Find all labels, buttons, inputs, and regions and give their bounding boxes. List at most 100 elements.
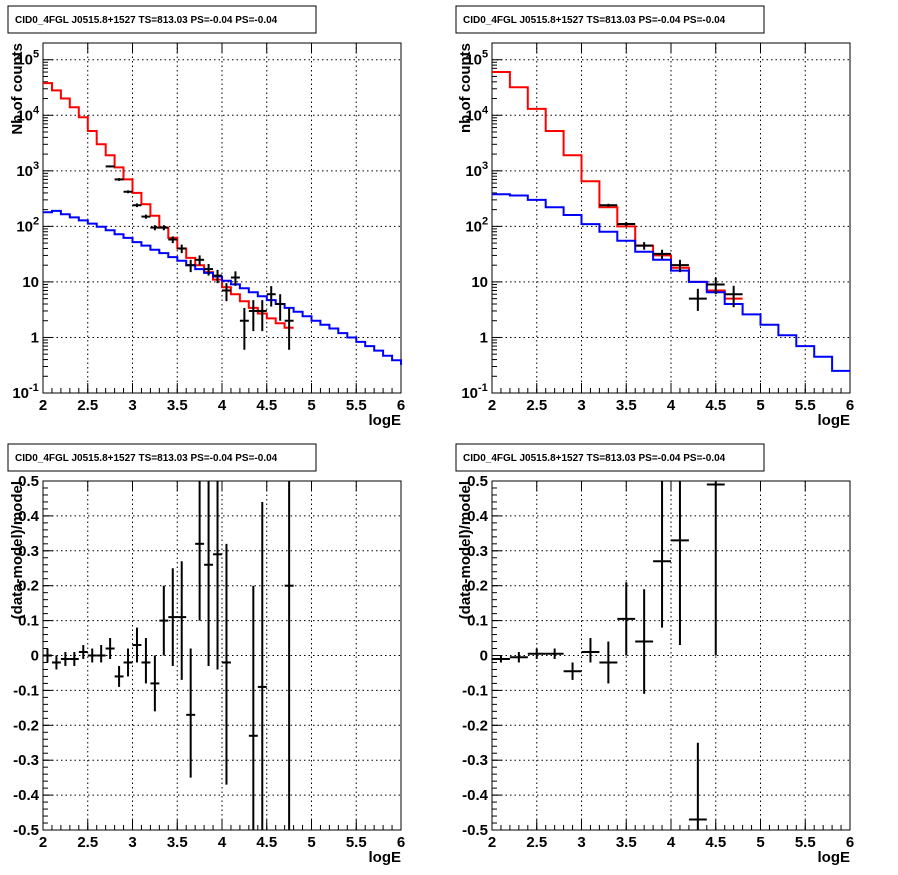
series-line-0 bbox=[43, 82, 294, 329]
x-tick-label: 2.5 bbox=[77, 397, 98, 414]
data-point bbox=[150, 225, 160, 231]
x-tick-label: 3.5 bbox=[616, 834, 637, 851]
data-point bbox=[706, 277, 725, 295]
y-tick-base: 10 bbox=[16, 107, 33, 124]
y-tick-exponent: 5 bbox=[33, 49, 39, 61]
y-tick-label: 103 bbox=[465, 160, 488, 180]
y-tick-label: 104 bbox=[16, 104, 40, 124]
data-point bbox=[177, 244, 187, 254]
title-box: CID0_4FGL J0515.8+1527 TS=813.03 PS=-0.0… bbox=[7, 443, 317, 472]
data-point bbox=[195, 481, 205, 621]
y-tick-exponent: -1 bbox=[29, 382, 39, 394]
y-tick-exponent: 3 bbox=[482, 160, 488, 172]
x-tick-label: 5.5 bbox=[795, 834, 816, 851]
y-tick-base: 10 bbox=[22, 274, 39, 291]
data-point bbox=[150, 655, 160, 712]
y-tick-label: 0.4 bbox=[18, 508, 40, 525]
data-point bbox=[688, 288, 707, 311]
x-tick-label: 4.5 bbox=[256, 397, 277, 414]
top-right-counts-panel: CID0_4FGL J0515.8+1527 TS=813.03 PS=-0.0… bbox=[455, 5, 854, 429]
x-tick-label: 5.5 bbox=[795, 397, 816, 414]
data-point bbox=[60, 652, 70, 666]
y-tick-label: 0.2 bbox=[18, 578, 39, 595]
data-point bbox=[545, 648, 564, 659]
data-point bbox=[186, 259, 196, 273]
x-tick-label: 2 bbox=[488, 834, 496, 851]
y-tick-label: 103 bbox=[16, 160, 39, 180]
data-point bbox=[266, 286, 276, 307]
data-point bbox=[78, 645, 88, 659]
x-tick-label: 2.5 bbox=[526, 397, 547, 414]
data-point bbox=[671, 481, 689, 646]
y-tick-label: 0.3 bbox=[18, 543, 39, 560]
bottom-left-residual-panel: CID0_4FGL J0515.8+1527 TS=813.03 PS=-0.0… bbox=[7, 443, 405, 866]
y-axis-title: (data-model)/model bbox=[457, 481, 474, 619]
data-point bbox=[159, 585, 169, 656]
data-point bbox=[492, 655, 510, 663]
y-tick-label: 104 bbox=[465, 104, 489, 124]
data-point bbox=[724, 285, 743, 308]
y-tick-label: 0 bbox=[31, 648, 39, 665]
data-point bbox=[141, 214, 151, 219]
data-point bbox=[581, 638, 600, 663]
x-tick-label: 3 bbox=[577, 397, 585, 414]
x-tick-label: 6 bbox=[397, 397, 405, 414]
y-tick-label: -0.1 bbox=[462, 682, 488, 699]
x-tick-label: 3 bbox=[577, 834, 585, 851]
x-tick-label: 5 bbox=[756, 397, 764, 414]
y-tick-base: 10 bbox=[12, 385, 29, 402]
y-tick-label: 0.1 bbox=[18, 613, 39, 630]
y-tick-label: -0.1 bbox=[13, 682, 39, 699]
y-tick-label: -0.4 bbox=[13, 787, 40, 804]
series-line-1 bbox=[43, 209, 402, 365]
data-point bbox=[105, 165, 115, 168]
data-point bbox=[563, 662, 582, 680]
y-tick-base: 1 bbox=[480, 329, 488, 346]
y-tick-label: -0.2 bbox=[462, 717, 488, 734]
data-point bbox=[123, 190, 133, 194]
y-tick-label: -0.4 bbox=[462, 787, 489, 804]
x-tick-label: 3.5 bbox=[167, 834, 188, 851]
y-tick-label: -0.3 bbox=[13, 752, 39, 769]
y-tick-base: 10 bbox=[16, 163, 33, 180]
y-tick-label: -0.3 bbox=[462, 752, 488, 769]
data-point bbox=[114, 178, 124, 181]
x-tick-label: 2.5 bbox=[77, 834, 98, 851]
data-point bbox=[248, 585, 258, 830]
chart-title: CID0_4FGL J0515.8+1527 TS=813.03 PS=-0.0… bbox=[15, 15, 278, 26]
data-point bbox=[105, 638, 115, 659]
x-tick-label: 3 bbox=[128, 834, 136, 851]
y-tick-label: 10 bbox=[471, 274, 488, 291]
data-point bbox=[688, 742, 707, 830]
x-tick-label: 4.5 bbox=[705, 834, 726, 851]
data-point bbox=[599, 203, 618, 207]
y-tick-label: 0.3 bbox=[467, 543, 488, 560]
data-point bbox=[132, 627, 142, 663]
chart-title: CID0_4FGL J0515.8+1527 TS=813.03 PS=-0.0… bbox=[463, 15, 726, 26]
y-tick-base: 10 bbox=[461, 385, 478, 402]
y-tick-base: 10 bbox=[465, 107, 482, 124]
data-point bbox=[257, 501, 267, 830]
data-point bbox=[635, 242, 654, 250]
y-tick-exponent: 2 bbox=[33, 215, 39, 227]
data-point bbox=[213, 269, 222, 284]
x-tick-label: 5 bbox=[307, 397, 315, 414]
data-point bbox=[239, 307, 249, 350]
data-point bbox=[248, 300, 258, 332]
data-point bbox=[123, 648, 133, 677]
y-tick-base: 1 bbox=[31, 329, 39, 346]
data-point bbox=[509, 652, 528, 663]
y-tick-exponent: 2 bbox=[482, 215, 488, 227]
title-box: CID0_4FGL J0515.8+1527 TS=813.03 PS=-0.0… bbox=[7, 5, 317, 34]
y-tick-label: 10 bbox=[22, 274, 39, 291]
data-point bbox=[87, 648, 97, 663]
x-tick-label: 3 bbox=[128, 397, 136, 414]
data-point bbox=[599, 641, 618, 684]
y-tick-label: 102 bbox=[465, 215, 488, 235]
data-point bbox=[653, 249, 671, 259]
y-tick-exponent: 4 bbox=[482, 104, 489, 116]
data-point bbox=[213, 481, 222, 670]
data-point bbox=[168, 568, 178, 666]
y-tick-base: 10 bbox=[16, 52, 33, 69]
